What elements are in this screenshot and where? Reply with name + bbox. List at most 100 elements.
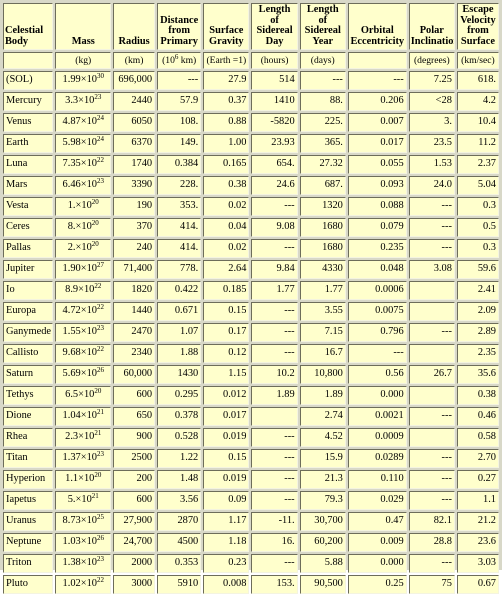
- cell-sidereal-day: 23.93: [251, 134, 298, 153]
- cell-sidereal-day: 654.: [251, 155, 298, 174]
- cell-distance: 0.353: [157, 554, 202, 573]
- cell-escape-velocity: 0.38: [456, 386, 499, 405]
- mass-mantissa: 1.99: [62, 74, 81, 86]
- cell-sidereal-day: ---: [251, 344, 298, 363]
- mass-mantissa: 1.37: [62, 452, 81, 464]
- cell-sidereal-year: 7.15: [299, 323, 346, 342]
- cell-radius: 2470: [113, 323, 156, 342]
- cell-distance: 778.: [157, 260, 202, 279]
- table-row: Triton 1.38×1023 2000 0.353 0.23 --- 5.88 0.000…: [3, 554, 499, 573]
- cell-mass: 5.98×1024: [55, 134, 112, 153]
- cell-sidereal-day: ---: [251, 491, 298, 510]
- cell-mass: 7.35×1022: [55, 155, 112, 174]
- cell-mass: 5.×1021: [55, 491, 112, 510]
- mass-exponent: 23: [96, 450, 104, 459]
- cell-inclination: ---: [408, 407, 455, 426]
- mass-mantissa: 7.35: [62, 158, 81, 170]
- cell-mass: 6.5×1020: [55, 386, 112, 405]
- cell-distance: 0.671: [157, 302, 202, 321]
- unit-radius: (km): [113, 52, 156, 69]
- table-row: Tethys 6.5×1020 600 0.295 0.012 1.89 1.89 0.000…: [3, 386, 499, 405]
- table-row: Jupiter 1.90×1027 71,400 778. 2.64 9.84 4330 0.…: [3, 260, 499, 279]
- cell-distance: 414.: [157, 218, 202, 237]
- times-ten-symbol: ×10: [80, 536, 97, 548]
- unit-mass: (kg): [55, 52, 112, 69]
- header-mass: Mass: [55, 3, 112, 50]
- cell-sidereal-day: ---: [251, 197, 298, 216]
- cell-inclination: ---: [408, 323, 455, 342]
- times-ten-symbol: ×10: [80, 557, 97, 569]
- cell-body-name: Tethys: [3, 386, 54, 405]
- cell-inclination: 24.0: [408, 176, 455, 195]
- cell-inclination: 1.53: [408, 155, 455, 174]
- mass-exponent: 20: [94, 387, 102, 396]
- cell-inclination: <28: [408, 92, 455, 111]
- cell-eccentricity: 0.206: [347, 92, 407, 111]
- cell-mass: 1.99×1030: [55, 71, 112, 90]
- cell-radius: 370: [113, 218, 156, 237]
- cell-gravity: 27.9: [203, 71, 250, 90]
- mass-exponent: 23: [94, 93, 102, 102]
- cell-sidereal-year: 60,200: [299, 533, 346, 552]
- cell-distance: 0.528: [157, 428, 202, 447]
- cell-radius: 2440: [113, 92, 156, 111]
- cell-sidereal-day: 1.77: [251, 281, 298, 300]
- cell-eccentricity: 0.0289: [347, 449, 407, 468]
- cell-body-name: Hyperion: [3, 470, 54, 489]
- cell-sidereal-year: 2.74: [299, 407, 346, 426]
- times-ten-symbol: ×10: [80, 158, 97, 170]
- units-row: (kg) (km) (106 km) (Earth =1) (hours) (d…: [3, 52, 499, 69]
- cell-radius: 3000: [113, 575, 156, 594]
- cell-inclination: [408, 386, 455, 405]
- cell-sidereal-year: 16.7: [299, 344, 346, 363]
- cell-inclination: ---: [408, 218, 455, 237]
- unit-gravity: (Earth =1): [203, 52, 250, 69]
- cell-escape-velocity: 0.3: [456, 239, 499, 258]
- table-row: Ceres 8.×1020 370 414. 0.04 9.08 1680 0.079 --- 0…: [3, 218, 499, 237]
- cell-escape-velocity: 0.3: [456, 197, 499, 216]
- cell-inclination: 28.8: [408, 533, 455, 552]
- cell-sidereal-year: 21.3: [299, 470, 346, 489]
- unit-day: (hours): [251, 52, 298, 69]
- cell-sidereal-year: 225.: [299, 113, 346, 132]
- mass-mantissa: 2.: [67, 242, 76, 254]
- cell-body-name: Vesta: [3, 197, 54, 216]
- cell-mass: 1.1×1020: [55, 470, 112, 489]
- cell-eccentricity: 0.235: [347, 239, 407, 258]
- cell-eccentricity: 0.110: [347, 470, 407, 489]
- table-body: (SOL) 1.99×1030 696,000 --- 27.9 514 --- --- 7.2…: [3, 71, 499, 594]
- header-inclination: Polar Inclination: [408, 3, 455, 50]
- header-distance: Distance from Primary: [157, 3, 202, 50]
- times-ten-symbol: ×10: [80, 305, 97, 317]
- cell-escape-velocity: 23.6: [456, 533, 499, 552]
- cell-eccentricity: 0.0021: [347, 407, 407, 426]
- cell-mass: 2.3×1021: [55, 428, 112, 447]
- cell-radius: 190: [113, 197, 156, 216]
- cell-body-name: Io: [3, 281, 54, 300]
- cell-gravity: 0.15: [203, 302, 250, 321]
- mass-mantissa: 4.87: [62, 116, 81, 128]
- cell-sidereal-day: 9.84: [251, 260, 298, 279]
- header-sidereal-year: Length of Sidereal Year: [299, 3, 346, 50]
- table-row: Venus 4.87×1024 6050 108. 0.88 -5820 225. 0.007…: [3, 113, 499, 132]
- cell-sidereal-year: 1320: [299, 197, 346, 216]
- cell-distance: 1.22: [157, 449, 202, 468]
- mass-exponent: 27: [96, 261, 104, 270]
- cell-eccentricity: 0.079: [347, 218, 407, 237]
- cell-escape-velocity: 0.5: [456, 218, 499, 237]
- mass-mantissa: 1.03: [62, 536, 81, 548]
- cell-gravity: 0.008: [203, 575, 250, 594]
- cell-radius: 27,900: [113, 512, 156, 531]
- times-ten-symbol: ×10: [80, 137, 97, 149]
- cell-sidereal-day: 1410: [251, 92, 298, 111]
- table-row: Hyperion 1.1×1020 200 1.48 0.019 --- 21.3 0.110…: [3, 470, 499, 489]
- cell-mass: 1.04×1021: [55, 407, 112, 426]
- cell-body-name: Neptune: [3, 533, 54, 552]
- cell-escape-velocity: 5.04: [456, 176, 499, 195]
- cell-inclination: [408, 302, 455, 321]
- cell-sidereal-day: 514: [251, 71, 298, 90]
- cell-radius: 6050: [113, 113, 156, 132]
- mass-mantissa: 8.9: [65, 284, 79, 296]
- cell-sidereal-day: ---: [251, 470, 298, 489]
- cell-escape-velocity: 0.58: [456, 428, 499, 447]
